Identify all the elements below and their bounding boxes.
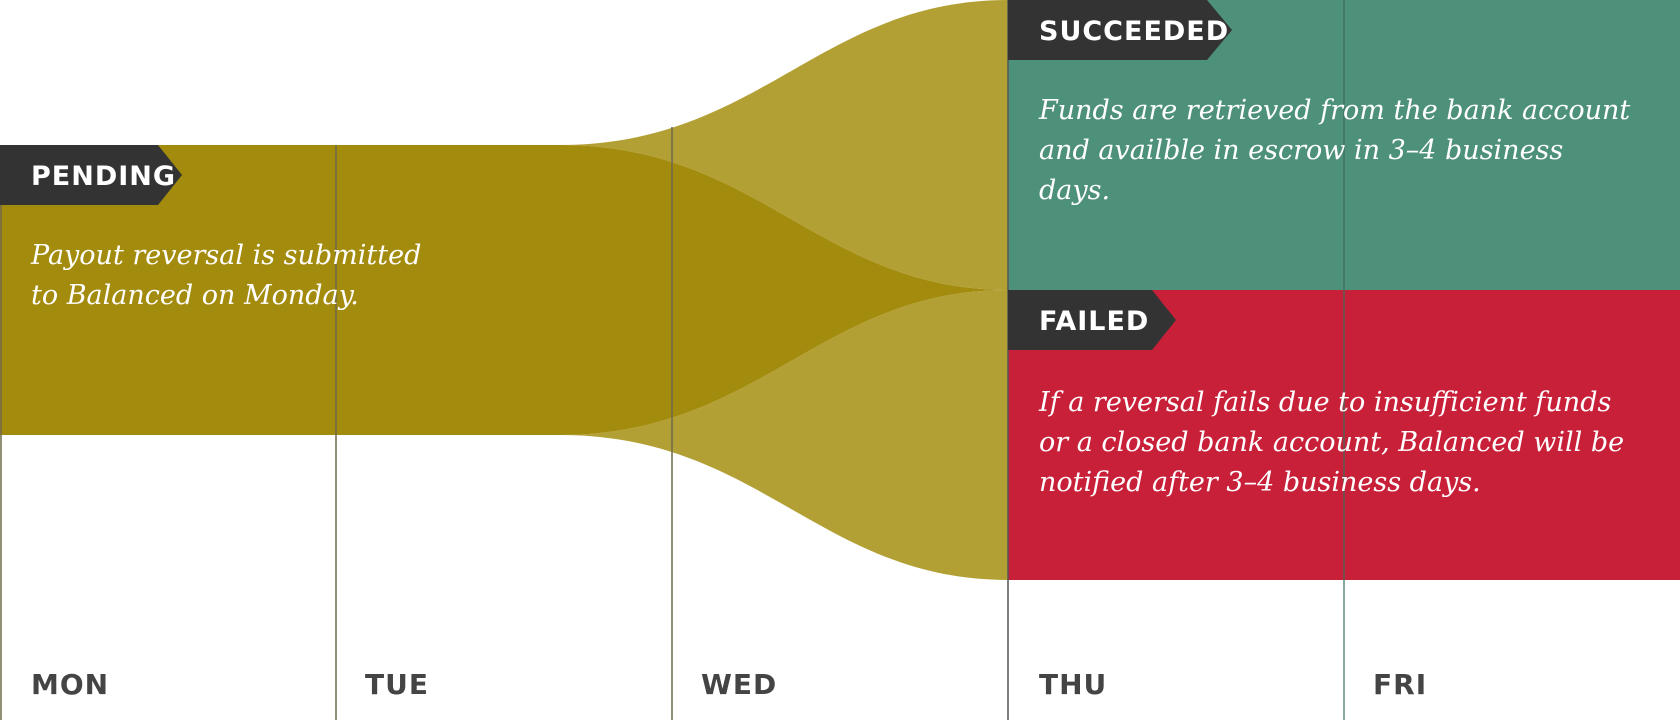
day-label-fri: FRI — [1373, 668, 1427, 701]
succeeded-tag-label: SUCCEEDED — [1039, 16, 1229, 47]
day-label-thu: THU — [1039, 668, 1107, 701]
day-label-wed: WED — [701, 668, 777, 701]
flow-to-failed — [560, 290, 1008, 580]
pending-tag: PENDING — [0, 145, 182, 205]
day-label-mon: MON — [31, 668, 109, 701]
pending-tag-label: PENDING — [31, 161, 176, 192]
succeeded-description: Funds are retrieved from the bank accoun… — [1039, 95, 1631, 206]
flow-to-succeeded — [560, 0, 1008, 290]
succeeded-tag: SUCCEEDED — [1008, 0, 1232, 60]
failed-tag: FAILED — [1008, 290, 1176, 350]
failed-tag-label: FAILED — [1039, 306, 1149, 337]
failed-description: If a reversal fails due to insufficient … — [1039, 387, 1625, 498]
pending-description: Payout reversal is submitted to Balanced… — [31, 240, 422, 311]
day-label-tue: TUE — [365, 668, 429, 701]
